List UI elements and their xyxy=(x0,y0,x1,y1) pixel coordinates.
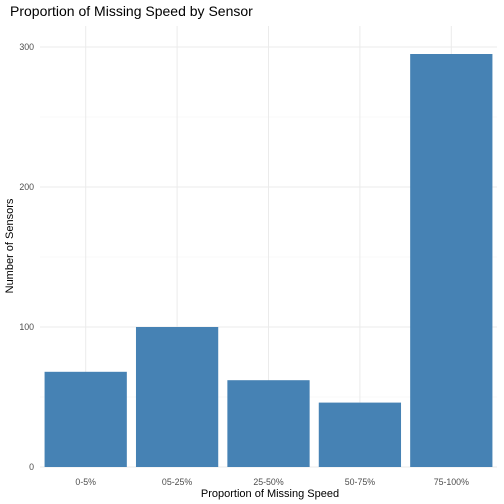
chart-title: Proportion of Missing Speed by Sensor xyxy=(10,3,253,19)
bar xyxy=(135,327,219,467)
y-tick-label: 0 xyxy=(29,462,34,472)
y-tick-label: 300 xyxy=(19,42,34,52)
x-tick-label: 0-5% xyxy=(75,477,96,487)
x-tick-label: 75-100% xyxy=(434,477,469,487)
y-tick-label: 100 xyxy=(19,322,34,332)
bar xyxy=(318,402,402,467)
x-tick-label: 05-25% xyxy=(162,477,192,487)
x-axis-title: Proportion of Missing Speed xyxy=(201,488,339,500)
bars xyxy=(44,54,493,467)
x-axis-ticks: 0-5% 05-25% 25-50% 50-75% 75-100% xyxy=(75,477,469,487)
bar xyxy=(44,371,127,467)
bar xyxy=(227,380,310,467)
x-tick-label: 50-75% xyxy=(345,477,375,487)
y-axis-ticks: 0 100 200 300 xyxy=(19,42,34,472)
y-axis-title: Number of Sensors xyxy=(4,198,16,293)
bar xyxy=(410,54,493,467)
x-tick-label: 25-50% xyxy=(253,477,283,487)
y-tick-label: 200 xyxy=(19,182,34,192)
